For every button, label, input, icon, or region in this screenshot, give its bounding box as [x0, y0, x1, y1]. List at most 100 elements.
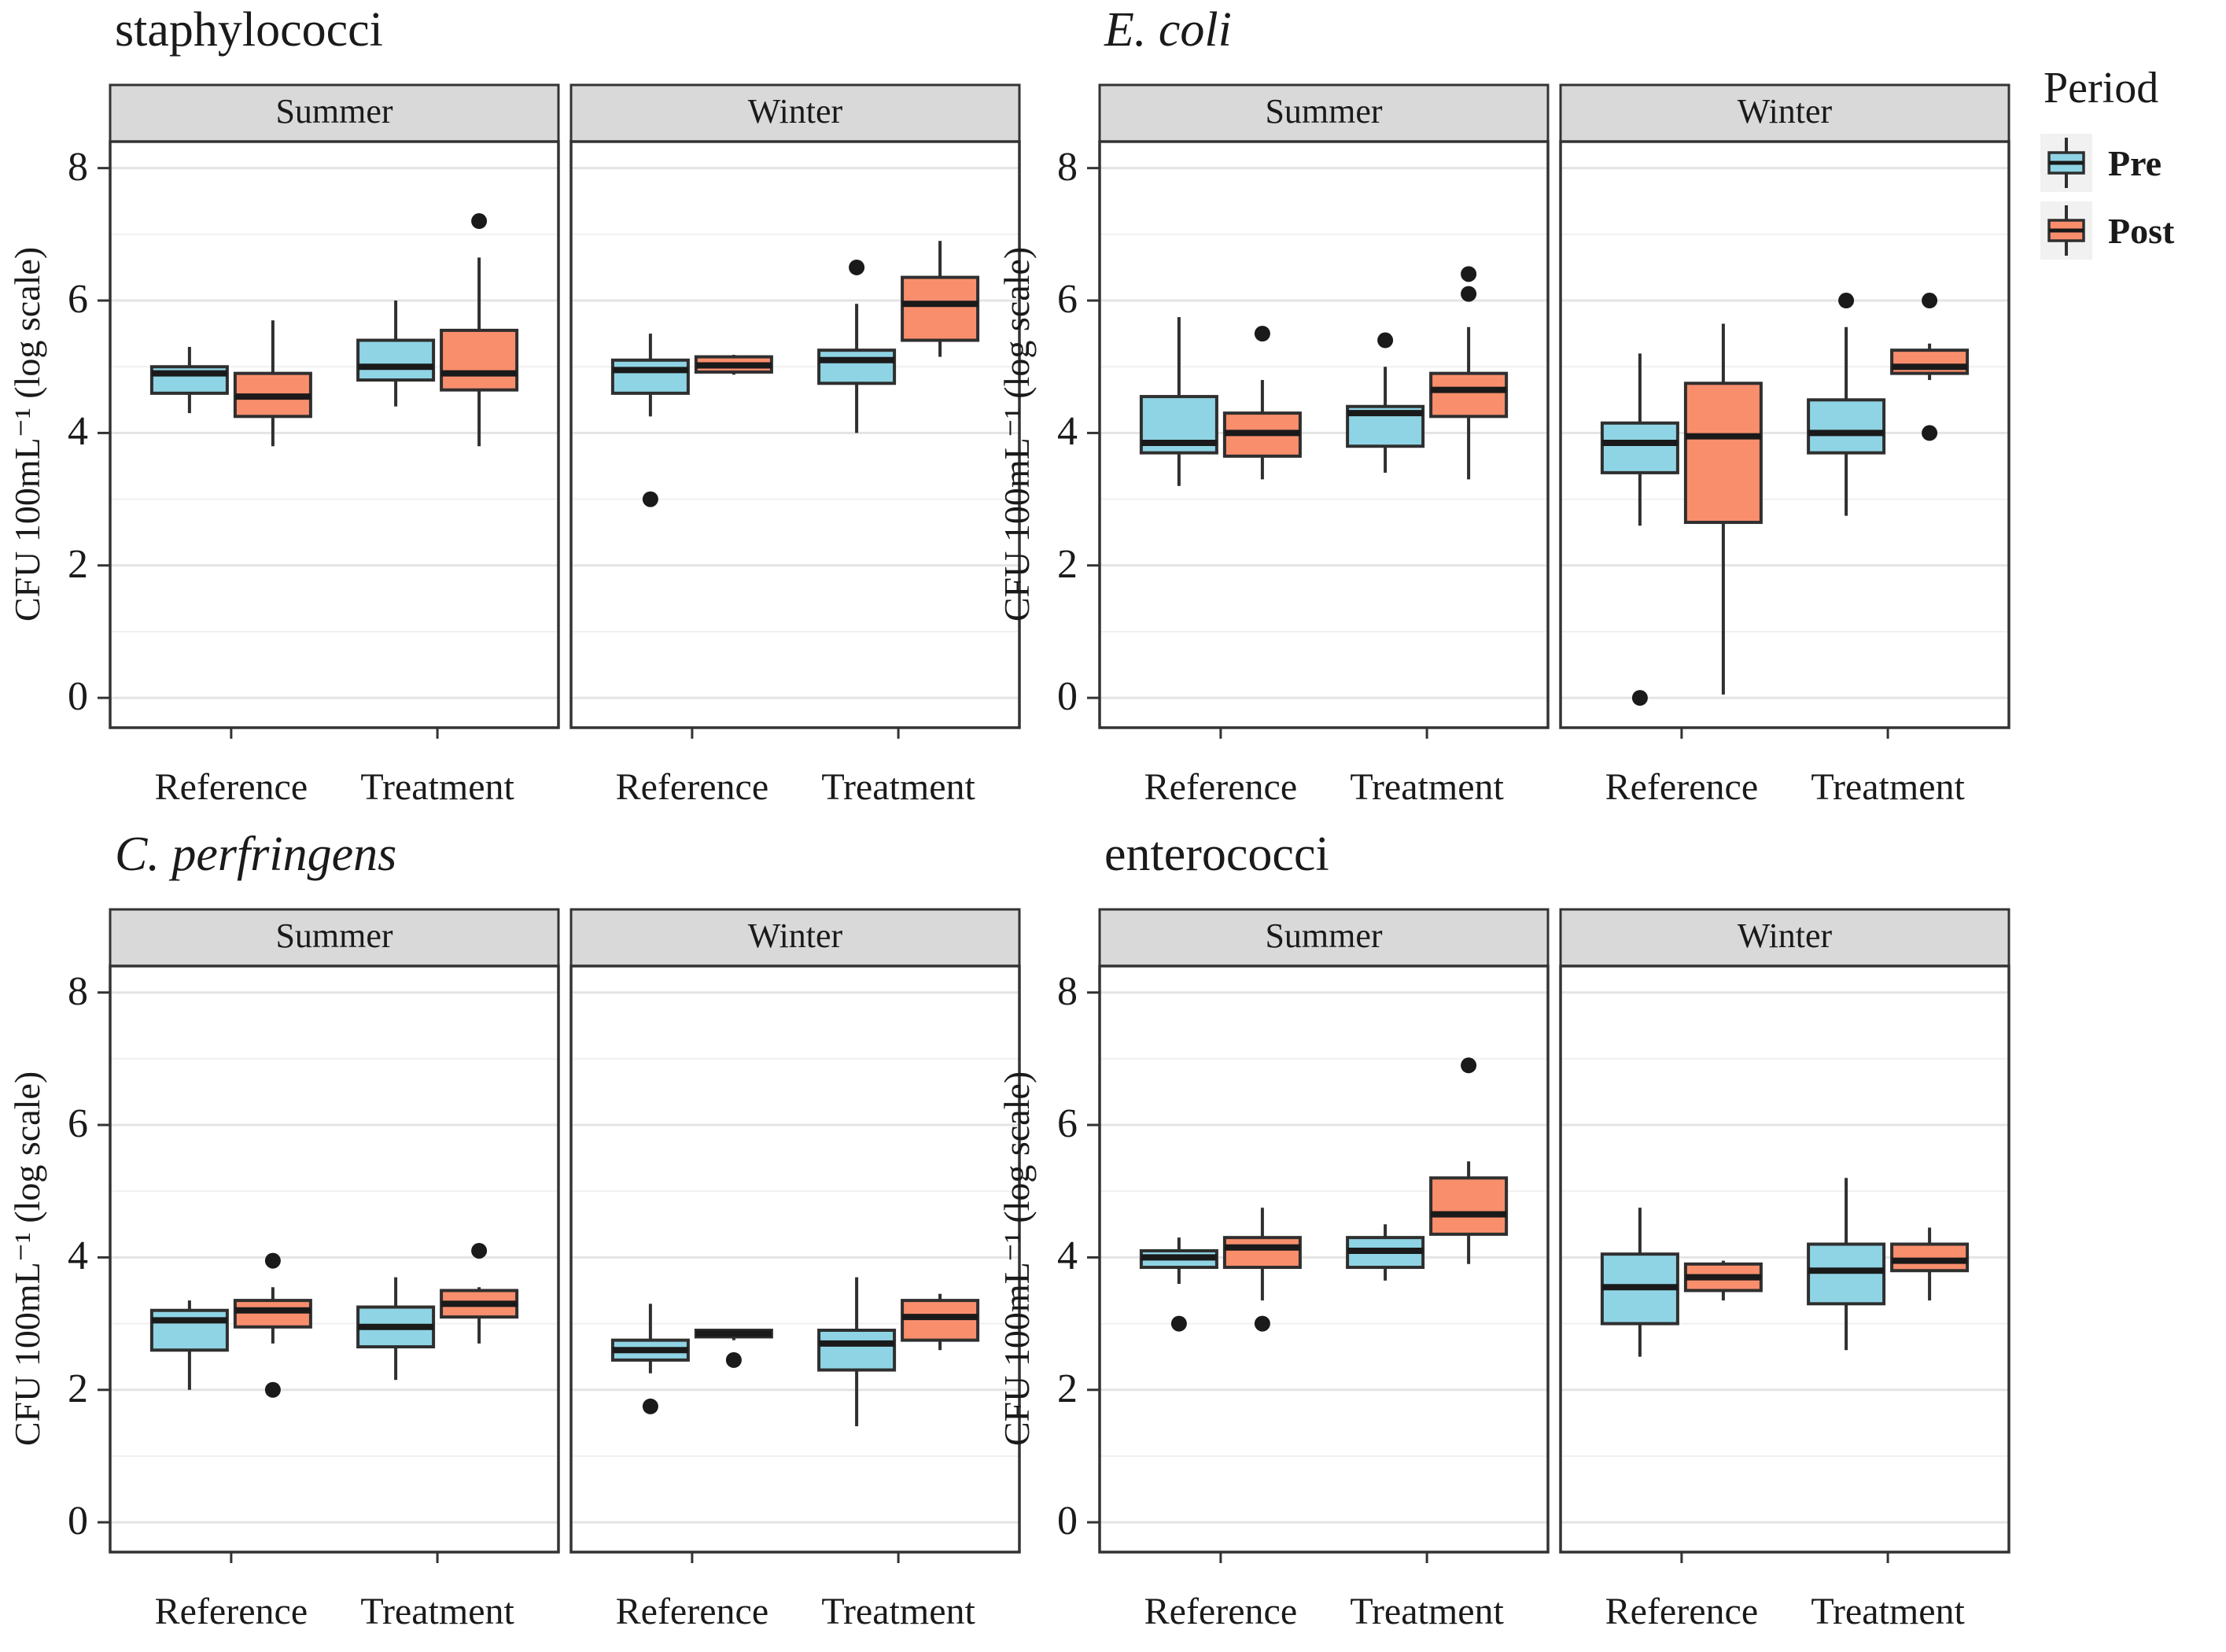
boxplot-svg — [1087, 908, 2010, 1563]
panel-bg — [110, 142, 558, 728]
chart-e-coli: E. coli CFU 100mL⁻¹ (log scale) Referenc… — [990, 0, 2012, 831]
y-tick-label: 2 — [68, 1366, 88, 1411]
boxplot-box — [1890, 1242, 1970, 1273]
y-tick-label: 0 — [1057, 1499, 1078, 1544]
y-tick-label: 2 — [1057, 541, 1078, 587]
boxplot-canvas: Reference Treatment Summer Reference Treatme… — [990, 0, 2012, 831]
outlier-point — [642, 491, 658, 507]
y-tick-label: 6 — [1057, 1101, 1078, 1147]
outlier-point — [1838, 293, 1855, 309]
facet-strip — [109, 83, 560, 143]
panel-border — [1559, 964, 2010, 1554]
facet-strip-label: Winter — [747, 92, 843, 131]
facet-strip — [569, 83, 1021, 143]
y-tick-label: 8 — [1057, 968, 1078, 1014]
panel-bg — [571, 142, 1019, 728]
chart-title: C. perfringens — [115, 828, 397, 881]
boxplot-box — [1683, 382, 1763, 525]
y-tick-label: 4 — [1057, 409, 1078, 455]
facet-strip — [1098, 83, 1550, 143]
outlier-point — [471, 213, 488, 230]
outlier-point — [1254, 1315, 1270, 1332]
facet-strip-label: Summer — [1265, 92, 1383, 131]
boxplot-box — [1600, 421, 1679, 474]
outlier-point — [1377, 332, 1394, 348]
x-tick-label: Treatment — [821, 1591, 975, 1632]
x-tick-label: Reference — [615, 766, 769, 808]
boxplot-box — [440, 328, 519, 392]
boxplot-box — [356, 338, 436, 382]
panel-border — [569, 964, 1021, 1554]
boxplot-box — [1222, 1236, 1302, 1270]
x-tick-label: Reference — [1144, 1591, 1298, 1632]
legend-label-post: Post — [2108, 210, 2175, 251]
facet-strip — [109, 908, 560, 968]
legend-label-pre: Pre — [2108, 142, 2162, 183]
x-tick-label: Reference — [1605, 766, 1759, 808]
outlier-point — [1461, 286, 1477, 302]
facet-strip-label: Summer — [1265, 916, 1383, 955]
outlier-point — [1170, 1315, 1187, 1332]
panel-border — [1098, 140, 1550, 729]
legend-item-post: Post — [2040, 201, 2174, 260]
boxplot-box — [901, 275, 980, 342]
panel-border — [109, 140, 560, 729]
boxplot-svg — [1087, 83, 2010, 739]
y-tick-label: 8 — [68, 968, 88, 1014]
y-tick-label: 8 — [68, 144, 88, 190]
boxplot-canvas: Reference Treatment Summer Reference Treatme… — [0, 824, 1023, 1652]
x-tick-label: Treatment — [360, 766, 514, 808]
panel-bg — [571, 966, 1019, 1552]
outlier-point — [1461, 266, 1477, 282]
boxplot-box — [1429, 1176, 1509, 1236]
y-tick-label: 4 — [1057, 1233, 1078, 1279]
boxplot-svg — [98, 908, 1021, 1563]
boxplot-box — [817, 348, 897, 385]
panel-border — [1559, 140, 2010, 729]
x-tick-label: Reference — [154, 766, 308, 808]
panel-bg — [110, 966, 558, 1552]
chart-enterococci: enterococci CFU 100mL⁻¹ (log scale) Refe… — [990, 824, 2012, 1652]
chart-title: staphylococci — [115, 3, 383, 57]
chart-title: enterococci — [1104, 828, 1329, 881]
boxplot-box — [901, 1299, 980, 1342]
y-tick-label: 8 — [1057, 144, 1078, 190]
facet-strip — [569, 908, 1021, 968]
x-tick-label: Treatment — [1811, 766, 1965, 808]
y-tick-label: 0 — [1057, 674, 1078, 720]
facet-strip-label: Winter — [747, 916, 843, 955]
facet-strip-label: Summer — [275, 916, 393, 955]
y-tick-label: 6 — [1057, 277, 1078, 323]
outlier-point — [471, 1242, 488, 1259]
y-tick-label: 0 — [68, 674, 88, 720]
facet-strip — [1559, 908, 2010, 968]
outlier-point — [1922, 293, 1938, 309]
x-tick-label: Reference — [154, 1591, 308, 1632]
legend-period: Period Pre Post — [2040, 63, 2174, 269]
boxplot-canvas: Reference Treatment Summer Reference Treatme… — [990, 824, 2012, 1652]
boxplot-box — [149, 1308, 229, 1352]
outlier-point — [1922, 425, 1938, 441]
panel-border — [109, 964, 560, 1554]
outlier-point — [264, 1381, 281, 1398]
outlier-point — [1631, 690, 1648, 706]
chart-c-perfringens: C. perfringens CFU 100mL⁻¹ (log scale) R… — [0, 824, 1023, 1652]
panel-border — [569, 140, 1021, 729]
outlier-point — [725, 1351, 742, 1368]
facet-strip-label: Summer — [275, 92, 393, 131]
y-tick-label: 2 — [1057, 1366, 1078, 1411]
y-tick-label: 2 — [68, 541, 88, 587]
outlier-point — [264, 1252, 281, 1269]
boxplot-box — [1429, 371, 1509, 419]
facet-strip — [1098, 908, 1550, 968]
outlier-point — [849, 259, 865, 275]
legend-title: Period — [2044, 64, 2159, 112]
boxplot-box — [817, 1328, 897, 1372]
outlier-point — [1254, 326, 1270, 342]
x-tick-label: Treatment — [1350, 1591, 1504, 1632]
boxplot-svg — [98, 83, 1021, 739]
facet-strip-label: Winter — [1737, 916, 1833, 955]
outlier-point — [1461, 1057, 1477, 1074]
boxplot-box — [610, 358, 690, 395]
